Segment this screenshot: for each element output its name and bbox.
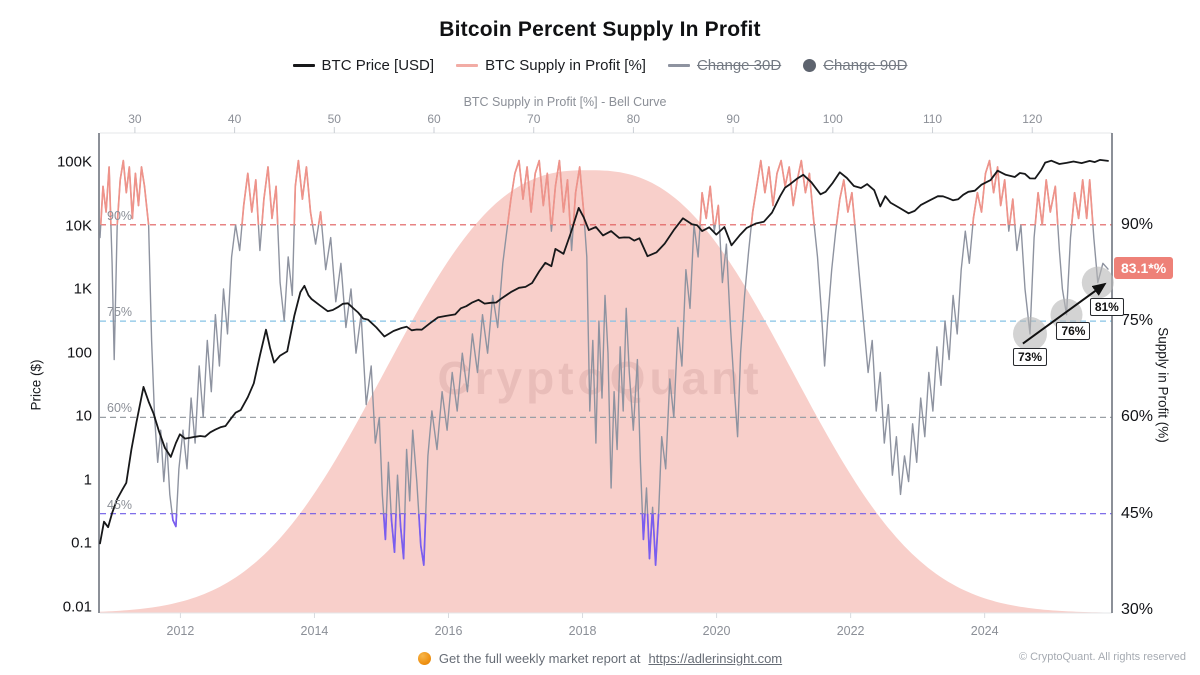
legend-item-label: BTC Price [USD] [321,57,435,74]
report-link[interactable]: https://adlerinsight.com [648,651,783,666]
legend-item-label: BTC Supply in Profit [%] [485,57,646,74]
price-axis-title: Price ($) [28,359,44,411]
legend-line-marker-icon [292,64,315,67]
supply-axis-title: Supply in Profit (%) [1155,327,1171,443]
bell-curve [100,170,1112,613]
orange-dot-icon [417,652,431,665]
legend-item-change-30d[interactable]: Change 30D [667,57,782,74]
legend-line-marker-icon [456,64,479,67]
chart-title: Bitcoin Percent Supply In Profit [439,18,761,41]
copyright-notice: © CryptoQuant. All rights reserved [1018,651,1186,663]
report-promo: Get the full weekly market report at htt… [0,651,1200,666]
trend-arrow-icon [1022,282,1107,345]
chart-legend: BTC Price [USD] BTC Supply in Profit [%] C… [0,57,1200,74]
legend-item-btc-price-usd[interactable]: BTC Price [USD] [292,57,435,74]
annotation-circle-81 [1081,266,1114,299]
legend-circle-marker-icon [803,59,817,72]
legend-line-marker-icon [667,64,690,67]
legend-item-label: Change 90D [823,57,908,74]
current-value-badge: 83.1*% [1114,257,1174,280]
supply-in-profit-line-high [100,159,1094,225]
annotation-circle-73 [1013,316,1047,351]
legend-item-change-90d[interactable]: Change 90D [803,57,907,74]
legend-item-label: Change 30D [696,57,782,74]
legend-item-btc-supply-in-profit[interactable]: BTC Supply in Profit [%] [456,57,646,74]
btc-price-line [99,158,1109,545]
promo-text: Get the full weekly market report at [438,651,641,666]
top-axis-label: BTC Supply in Profit [%] - Bell Curve [463,95,667,109]
